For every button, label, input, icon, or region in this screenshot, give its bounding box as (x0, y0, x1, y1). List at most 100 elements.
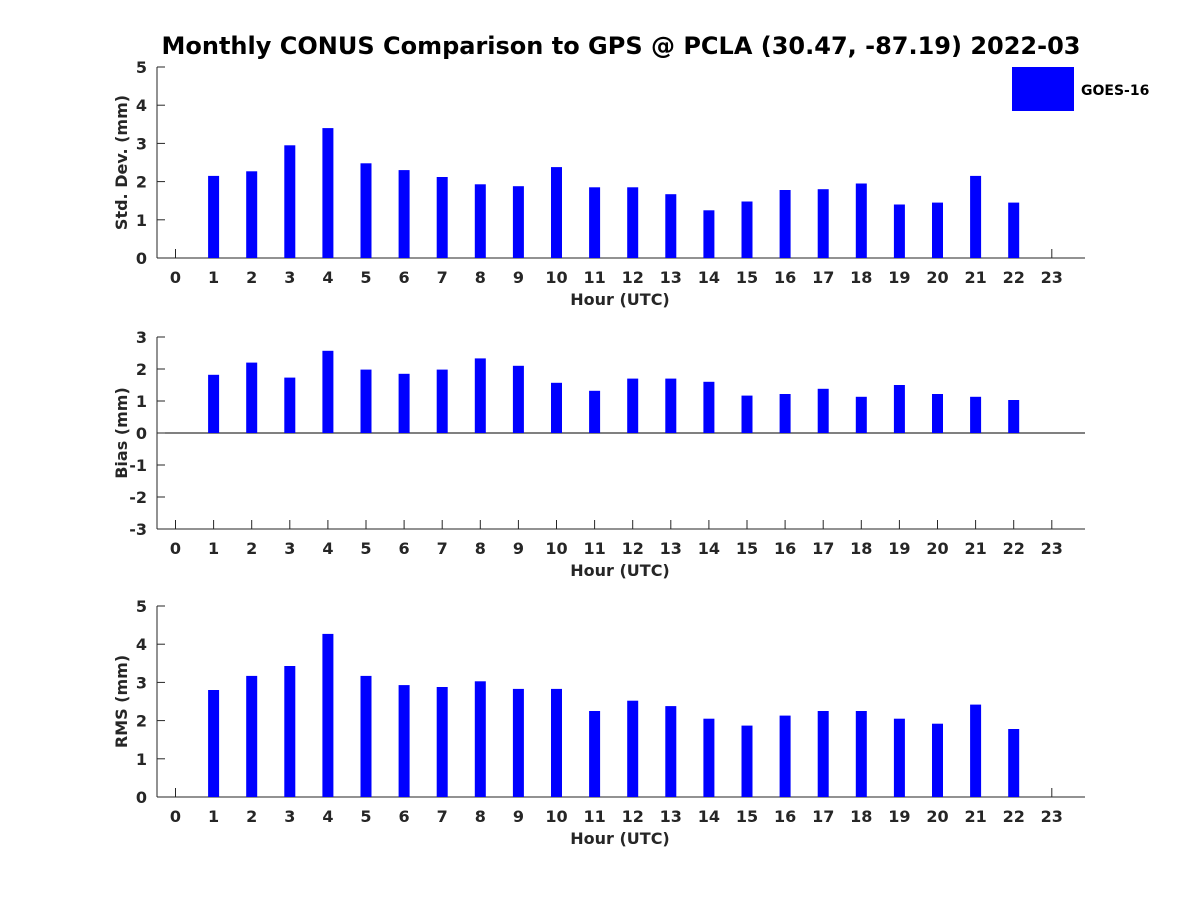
x-tick-label: 17 (812, 539, 834, 558)
x-tick-label: 7 (437, 807, 448, 826)
bar (551, 167, 562, 258)
y-tick-label: 3 (136, 673, 147, 692)
bar (436, 687, 448, 797)
bar (208, 374, 220, 433)
x-tick-label: 5 (360, 807, 371, 826)
bar (322, 633, 334, 797)
bar (893, 385, 905, 433)
x-tick-label: 4 (322, 539, 333, 558)
bar (627, 378, 639, 433)
x-tick-label: 16 (774, 268, 796, 287)
x-tick-label: 23 (1041, 539, 1063, 558)
bar (932, 394, 943, 433)
x-tick-label: 10 (545, 807, 567, 826)
y-tick-label: 1 (136, 211, 147, 230)
bar (970, 396, 982, 433)
x-tick-label: 14 (698, 268, 720, 287)
x-tick-label: 23 (1041, 807, 1063, 826)
x-tick-label: 8 (475, 807, 486, 826)
legend-swatch (1012, 67, 1074, 111)
x-tick-label: 11 (583, 539, 605, 558)
bar (208, 690, 220, 797)
x-tick-label: 0 (170, 807, 181, 826)
bar (779, 190, 791, 258)
bar (1008, 202, 1020, 258)
y-tick-label: 2 (136, 173, 147, 192)
x-tick-label: 13 (660, 268, 682, 287)
x-tick-label: 6 (399, 268, 410, 287)
bar (246, 362, 258, 433)
x-tick-label: 9 (513, 807, 524, 826)
x-tick-label: 1 (208, 807, 219, 826)
bar (741, 725, 753, 797)
bar (1008, 400, 1020, 433)
bar (208, 175, 220, 258)
x-tick-label: 19 (888, 807, 910, 826)
x-tick-label: 13 (660, 807, 682, 826)
x-tick-label: 3 (284, 807, 295, 826)
bar (551, 382, 562, 433)
x-tick-label: 17 (812, 807, 834, 826)
x-tick-label: 22 (1003, 807, 1025, 826)
x-tick-label: 8 (475, 268, 486, 287)
bar (512, 365, 524, 433)
bar (703, 718, 715, 797)
bar (322, 350, 334, 433)
bar (398, 685, 410, 797)
bar (512, 186, 524, 258)
bar (284, 666, 296, 797)
bar (855, 396, 867, 433)
x-tick-label: 10 (545, 539, 567, 558)
bar (665, 378, 677, 433)
y-tick-label: 0 (136, 788, 147, 807)
x-tick-label: 22 (1003, 539, 1025, 558)
bar (665, 194, 677, 258)
x-tick-label: 7 (437, 539, 448, 558)
x-tick-label: 9 (513, 268, 524, 287)
bar (855, 183, 867, 258)
bar (246, 171, 258, 258)
bar (665, 706, 677, 797)
x-tick-label: 11 (583, 807, 605, 826)
x-tick-label: 16 (774, 807, 796, 826)
y-tick-label: 3 (136, 328, 147, 347)
x-tick-label: 2 (246, 807, 257, 826)
x-tick-label: 12 (622, 539, 644, 558)
x-tick-label: 0 (170, 539, 181, 558)
bar (360, 675, 372, 797)
x-tick-label: 22 (1003, 268, 1025, 287)
y-axis-label: RMS (mm) (112, 655, 131, 748)
bar (741, 395, 753, 433)
bar (551, 688, 562, 797)
y-tick-label: 1 (136, 750, 147, 769)
chart-title: Monthly CONUS Comparison to GPS @ PCLA (… (162, 32, 1081, 60)
bar (1008, 729, 1020, 797)
bar (589, 711, 601, 797)
bar (246, 675, 258, 797)
bar (779, 394, 791, 433)
x-tick-label: 17 (812, 268, 834, 287)
bar (855, 711, 867, 797)
bar (284, 377, 296, 433)
bar (360, 369, 372, 433)
x-tick-label: 19 (888, 268, 910, 287)
x-tick-label: 4 (322, 268, 333, 287)
bar (817, 711, 829, 797)
x-tick-label: 5 (360, 268, 371, 287)
x-axis-label: Hour (UTC) (570, 829, 670, 848)
x-tick-label: 2 (246, 539, 257, 558)
bar (512, 688, 524, 797)
bar (360, 163, 372, 258)
bar (893, 204, 905, 258)
bar (589, 187, 601, 258)
x-tick-label: 12 (622, 268, 644, 287)
bar (474, 681, 486, 797)
x-tick-label: 7 (437, 268, 448, 287)
x-tick-label: 3 (284, 539, 295, 558)
bar (627, 700, 639, 797)
bar (284, 145, 296, 258)
y-tick-label: 5 (136, 597, 147, 616)
